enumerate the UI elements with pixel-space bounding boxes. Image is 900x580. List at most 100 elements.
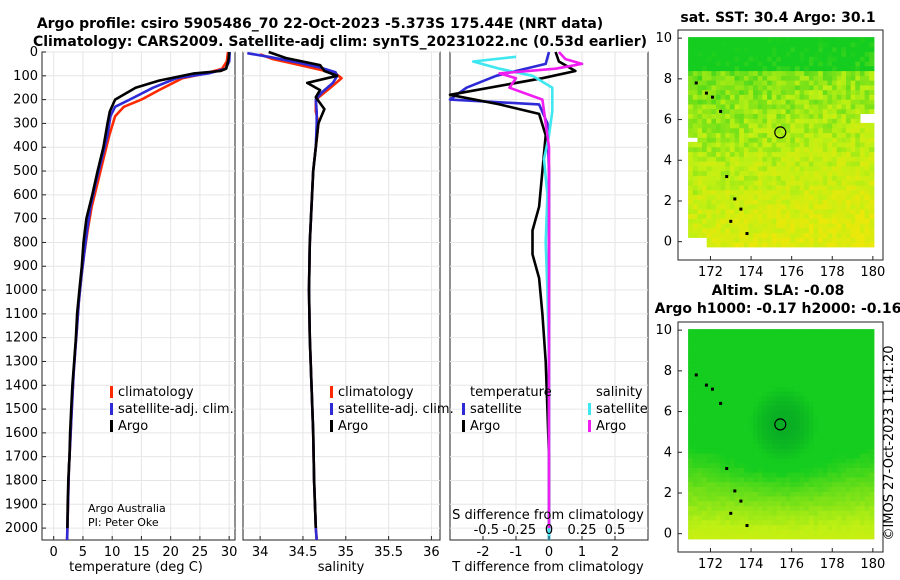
legend-label-satellite: satellite-adj. clim. bbox=[118, 402, 234, 417]
heatmap-cell bbox=[757, 122, 763, 129]
heatmap-cell bbox=[808, 329, 815, 335]
heatmap-cell bbox=[855, 232, 861, 238]
heatmap-cell bbox=[804, 132, 810, 138]
heatmap-cell bbox=[822, 89, 828, 95]
series-line-argo bbox=[66, 51, 231, 529]
heatmap-cell bbox=[729, 376, 736, 383]
heatmap-cell bbox=[785, 199, 791, 205]
heatmap-cell bbox=[697, 524, 703, 530]
heatmap-cell bbox=[739, 386, 745, 392]
heatmap-cell bbox=[767, 486, 773, 492]
heatmap-cell bbox=[706, 84, 712, 91]
heatmap-cell bbox=[869, 80, 875, 86]
heatmap-cell bbox=[716, 137, 722, 143]
heatmap-cell bbox=[794, 189, 801, 195]
heatmap-cell bbox=[711, 60, 717, 67]
heatmap-cell bbox=[725, 495, 731, 502]
heatmap-cell bbox=[771, 184, 777, 191]
heatmap-cell bbox=[850, 108, 856, 114]
heatmap-cell bbox=[776, 381, 782, 387]
heatmap-cell bbox=[836, 232, 842, 238]
heatmap-cell bbox=[864, 132, 870, 138]
heatmap-cell bbox=[794, 472, 801, 478]
heatmap-cell bbox=[697, 443, 703, 449]
heatmap-cell bbox=[781, 108, 787, 114]
heatmap-cell bbox=[725, 419, 731, 426]
heatmap-cell bbox=[711, 65, 717, 72]
land-mark bbox=[729, 219, 733, 223]
heatmap-cell bbox=[864, 367, 870, 373]
heatmap-cell bbox=[818, 132, 824, 138]
heatmap-cell bbox=[818, 199, 824, 205]
heatmap-cell bbox=[781, 514, 787, 521]
heatmap-cell bbox=[716, 56, 722, 62]
heatmap-cell bbox=[869, 467, 875, 473]
heatmap-cell bbox=[822, 141, 828, 148]
heatmap-cell bbox=[692, 457, 698, 464]
heatmap-cell bbox=[855, 208, 861, 215]
heatmap-cell bbox=[855, 362, 861, 368]
heatmap-cell bbox=[850, 348, 856, 354]
heatmap-cell bbox=[850, 352, 856, 359]
heatmap-cell bbox=[859, 381, 866, 387]
heatmap-cell bbox=[743, 41, 750, 48]
heatmap-cell bbox=[799, 56, 805, 62]
heatmap-cell bbox=[748, 329, 754, 335]
heatmap-cell bbox=[697, 333, 703, 340]
heatmap-cell bbox=[734, 510, 740, 516]
heatmap-cell bbox=[720, 462, 726, 468]
heatmap-cell bbox=[725, 80, 731, 86]
heatmap-cell bbox=[841, 453, 847, 459]
heatmap-cell bbox=[762, 94, 768, 100]
heatmap-cell bbox=[804, 103, 810, 110]
heatmap-cell bbox=[711, 410, 717, 416]
heatmap-cell bbox=[762, 37, 768, 43]
heatmap-cell bbox=[688, 75, 694, 81]
heatmap-cell bbox=[822, 232, 828, 238]
heatmap-cell bbox=[785, 462, 791, 468]
heatmap-cell bbox=[688, 199, 694, 205]
heatmap-cell bbox=[767, 118, 773, 124]
heatmap-cell bbox=[743, 448, 750, 454]
heatmap-cell bbox=[757, 472, 763, 478]
heatmap-cell bbox=[739, 118, 745, 124]
heatmap-cell bbox=[776, 99, 782, 105]
heatmap-cell bbox=[757, 161, 763, 167]
heatmap-cell bbox=[711, 227, 717, 234]
heatmap-cell bbox=[869, 338, 875, 345]
heatmap-cell bbox=[808, 99, 815, 105]
heatmap-cell bbox=[813, 194, 819, 200]
heatmap-cell bbox=[734, 60, 740, 67]
heatmap-cell bbox=[767, 146, 773, 153]
heatmap-cell bbox=[818, 242, 824, 248]
heatmap-cell bbox=[841, 37, 847, 43]
heatmap-cell bbox=[706, 122, 712, 129]
heatmap-cell bbox=[692, 151, 698, 157]
heatmap-cell bbox=[711, 338, 717, 345]
heatmap-cell bbox=[790, 510, 796, 516]
heatmap-cell bbox=[864, 170, 870, 176]
heatmap-cell bbox=[785, 203, 791, 210]
heatmap-cell bbox=[776, 222, 782, 229]
heatmap-cell bbox=[822, 448, 828, 454]
heatmap-cell bbox=[846, 151, 852, 157]
heatmap-cell bbox=[688, 203, 694, 210]
heatmap-cell bbox=[716, 462, 722, 468]
heatmap-cell bbox=[827, 333, 833, 340]
heatmap-cell bbox=[771, 56, 777, 62]
heatmap-cell bbox=[850, 462, 856, 468]
heatmap-cell bbox=[827, 51, 833, 57]
heatmap-cell bbox=[702, 329, 708, 335]
heatmap-cell bbox=[799, 400, 805, 406]
heatmap-cell bbox=[841, 218, 847, 224]
heatmap-cell bbox=[836, 462, 842, 468]
heatmap-cell bbox=[822, 357, 828, 364]
heatmap-cell bbox=[692, 438, 698, 445]
heatmap-cell bbox=[850, 367, 856, 373]
heatmap-cell bbox=[734, 51, 740, 57]
heatmap-cell bbox=[771, 70, 777, 76]
heatmap-cell bbox=[836, 433, 842, 440]
heatmap-cell bbox=[864, 400, 870, 406]
heatmap-cell bbox=[836, 348, 842, 354]
heatmap-cell bbox=[869, 141, 875, 148]
